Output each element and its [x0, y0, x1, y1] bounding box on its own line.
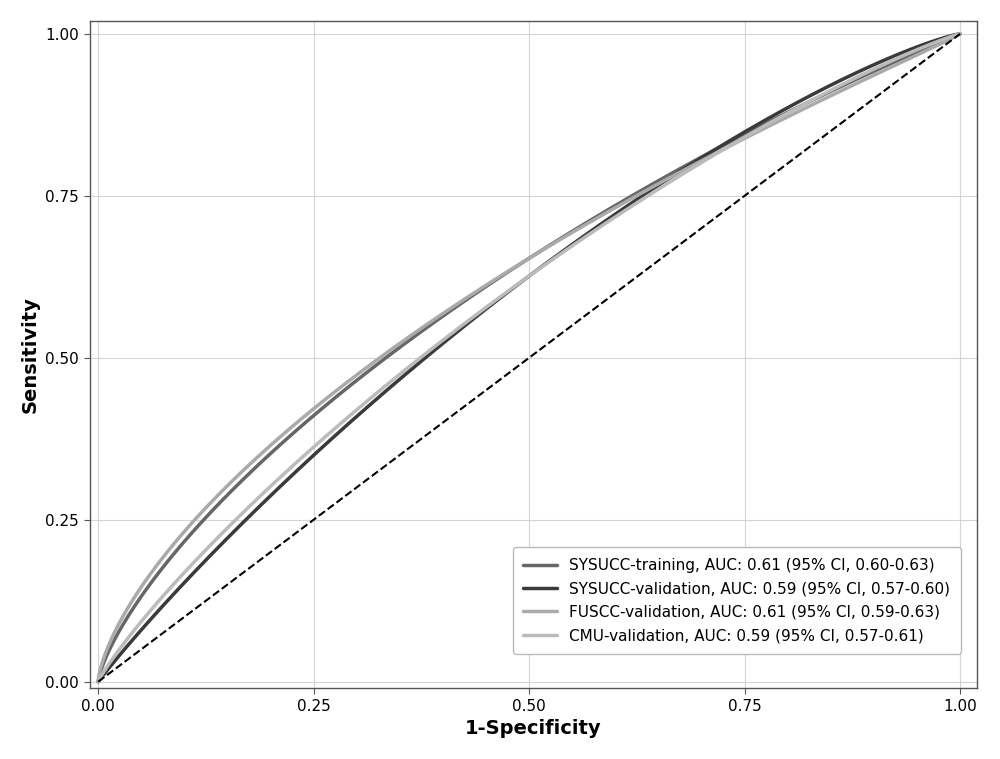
Line: SYSUCC-training, AUC: 0.61 (95% CI, 0.60-0.63): SYSUCC-training, AUC: 0.61 (95% CI, 0.60… [98, 34, 960, 682]
CMU-validation, AUC: 0.59 (95% CI, 0.57-0.61): (0.863, 0.922): 0.59 (95% CI, 0.57-0.61): (0.863, 0.922) [836, 80, 848, 89]
SYSUCC-validation, AUC: 0.59 (95% CI, 0.57-0.60): (0.957, 0.983): 0.59 (95% CI, 0.57-0.60): (0.957, 0.983) [917, 40, 929, 49]
FUSCC-validation, AUC: 0.61 (95% CI, 0.59-0.63): (0, 0): 0.61 (95% CI, 0.59-0.63): (0, 0) [92, 677, 104, 686]
SYSUCC-training, AUC: 0.61 (95% CI, 0.60-0.63): (0.863, 0.92): 0.61 (95% CI, 0.60-0.63): (0.863, 0.92) [836, 81, 848, 90]
SYSUCC-training, AUC: 0.61 (95% CI, 0.60-0.63): (1, 1): 0.61 (95% CI, 0.60-0.63): (1, 1) [954, 30, 966, 39]
Line: SYSUCC-validation, AUC: 0.59 (95% CI, 0.57-0.60): SYSUCC-validation, AUC: 0.59 (95% CI, 0.… [98, 34, 960, 682]
X-axis label: 1-Specificity: 1-Specificity [465, 720, 602, 739]
FUSCC-validation, AUC: 0.61 (95% CI, 0.59-0.63): (0.000233, 0.00363): 0.61 (95% CI, 0.59-0.63): (0.000233, 0.0… [92, 675, 104, 684]
Line: FUSCC-validation, AUC: 0.61 (95% CI, 0.59-0.63): FUSCC-validation, AUC: 0.61 (95% CI, 0.5… [98, 34, 960, 682]
CMU-validation, AUC: 0.59 (95% CI, 0.57-0.61): (0.981, 0.992): 0.59 (95% CI, 0.57-0.61): (0.981, 0.992) [938, 35, 950, 44]
FUSCC-validation, AUC: 0.61 (95% CI, 0.59-0.63): (0.534, 0.681): 0.61 (95% CI, 0.59-0.63): (0.534, 0.681) [553, 236, 565, 245]
SYSUCC-validation, AUC: 0.59 (95% CI, 0.57-0.60): (0, 0): 0.59 (95% CI, 0.57-0.60): (0, 0) [92, 677, 104, 686]
FUSCC-validation, AUC: 0.61 (95% CI, 0.59-0.63): (0.957, 0.972): 0.61 (95% CI, 0.59-0.63): (0.957, 0.972) [917, 48, 929, 57]
FUSCC-validation, AUC: 0.61 (95% CI, 0.59-0.63): (0.981, 0.987): 0.61 (95% CI, 0.59-0.63): (0.981, 0.987) [938, 38, 950, 47]
CMU-validation, AUC: 0.59 (95% CI, 0.57-0.61): (0.119, 0.195): 0.59 (95% CI, 0.57-0.61): (0.119, 0.195) [194, 551, 206, 560]
SYSUCC-validation, AUC: 0.59 (95% CI, 0.57-0.60): (0.981, 0.994): 0.59 (95% CI, 0.57-0.60): (0.981, 0.994) [938, 33, 950, 43]
SYSUCC-training, AUC: 0.61 (95% CI, 0.60-0.63): (0.534, 0.682): 0.61 (95% CI, 0.60-0.63): (0.534, 0.682) [553, 235, 565, 244]
SYSUCC-training, AUC: 0.61 (95% CI, 0.60-0.63): (0.981, 0.989): 0.61 (95% CI, 0.60-0.63): (0.981, 0.989) [938, 36, 950, 46]
Legend: SYSUCC-training, AUC: 0.61 (95% CI, 0.60-0.63), SYSUCC-validation, AUC: 0.59 (95: SYSUCC-training, AUC: 0.61 (95% CI, 0.60… [513, 547, 961, 653]
CMU-validation, AUC: 0.59 (95% CI, 0.57-0.61): (0.000233, 0.000741): 0.59 (95% CI, 0.57-0.61): (0.000233, 0.0… [92, 677, 104, 686]
SYSUCC-training, AUC: 0.61 (95% CI, 0.60-0.63): (0.000233, 0.00236): 0.61 (95% CI, 0.60-0.63): (0.000233, 0.0… [92, 676, 104, 685]
SYSUCC-validation, AUC: 0.59 (95% CI, 0.57-0.60): (0.119, 0.179): 0.59 (95% CI, 0.57-0.60): (0.119, 0.179) [194, 561, 206, 570]
FUSCC-validation, AUC: 0.61 (95% CI, 0.59-0.63): (0.863, 0.913): 0.61 (95% CI, 0.59-0.63): (0.863, 0.913) [836, 86, 848, 95]
SYSUCC-validation, AUC: 0.59 (95% CI, 0.57-0.60): (0.000233, 0.000399): 0.59 (95% CI, 0.57-0.60): (0.000233, 0.0… [92, 677, 104, 686]
CMU-validation, AUC: 0.59 (95% CI, 0.57-0.61): (0, 0): 0.59 (95% CI, 0.57-0.61): (0, 0) [92, 677, 104, 686]
CMU-validation, AUC: 0.59 (95% CI, 0.57-0.61): (0.957, 0.979): 0.59 (95% CI, 0.57-0.61): (0.957, 0.979) [917, 43, 929, 52]
Y-axis label: Sensitivity: Sensitivity [21, 296, 40, 413]
CMU-validation, AUC: 0.59 (95% CI, 0.57-0.61): (0.534, 0.658): 0.59 (95% CI, 0.57-0.61): (0.534, 0.658) [553, 250, 565, 260]
SYSUCC-training, AUC: 0.61 (95% CI, 0.60-0.63): (0.119, 0.244): 0.61 (95% CI, 0.60-0.63): (0.119, 0.244) [194, 519, 206, 528]
CMU-validation, AUC: 0.59 (95% CI, 0.57-0.61): (1, 1): 0.59 (95% CI, 0.57-0.61): (1, 1) [954, 30, 966, 39]
SYSUCC-validation, AUC: 0.59 (95% CI, 0.57-0.60): (0.534, 0.66): 0.59 (95% CI, 0.57-0.60): (0.534, 0.66) [553, 250, 565, 259]
SYSUCC-training, AUC: 0.61 (95% CI, 0.60-0.63): (0.957, 0.976): 0.61 (95% CI, 0.60-0.63): (0.957, 0.976) [917, 45, 929, 54]
SYSUCC-validation, AUC: 0.59 (95% CI, 0.57-0.60): (1, 1): 0.59 (95% CI, 0.57-0.60): (1, 1) [954, 30, 966, 39]
SYSUCC-validation, AUC: 0.59 (95% CI, 0.57-0.60): (0.863, 0.929): 0.59 (95% CI, 0.57-0.60): (0.863, 0.929) [836, 75, 848, 84]
FUSCC-validation, AUC: 0.61 (95% CI, 0.59-0.63): (0.119, 0.259): 0.61 (95% CI, 0.59-0.63): (0.119, 0.259) [194, 509, 206, 518]
FUSCC-validation, AUC: 0.61 (95% CI, 0.59-0.63): (1, 1): 0.61 (95% CI, 0.59-0.63): (1, 1) [954, 30, 966, 39]
SYSUCC-training, AUC: 0.61 (95% CI, 0.60-0.63): (0, 0): 0.61 (95% CI, 0.60-0.63): (0, 0) [92, 677, 104, 686]
Line: CMU-validation, AUC: 0.59 (95% CI, 0.57-0.61): CMU-validation, AUC: 0.59 (95% CI, 0.57-… [98, 34, 960, 682]
